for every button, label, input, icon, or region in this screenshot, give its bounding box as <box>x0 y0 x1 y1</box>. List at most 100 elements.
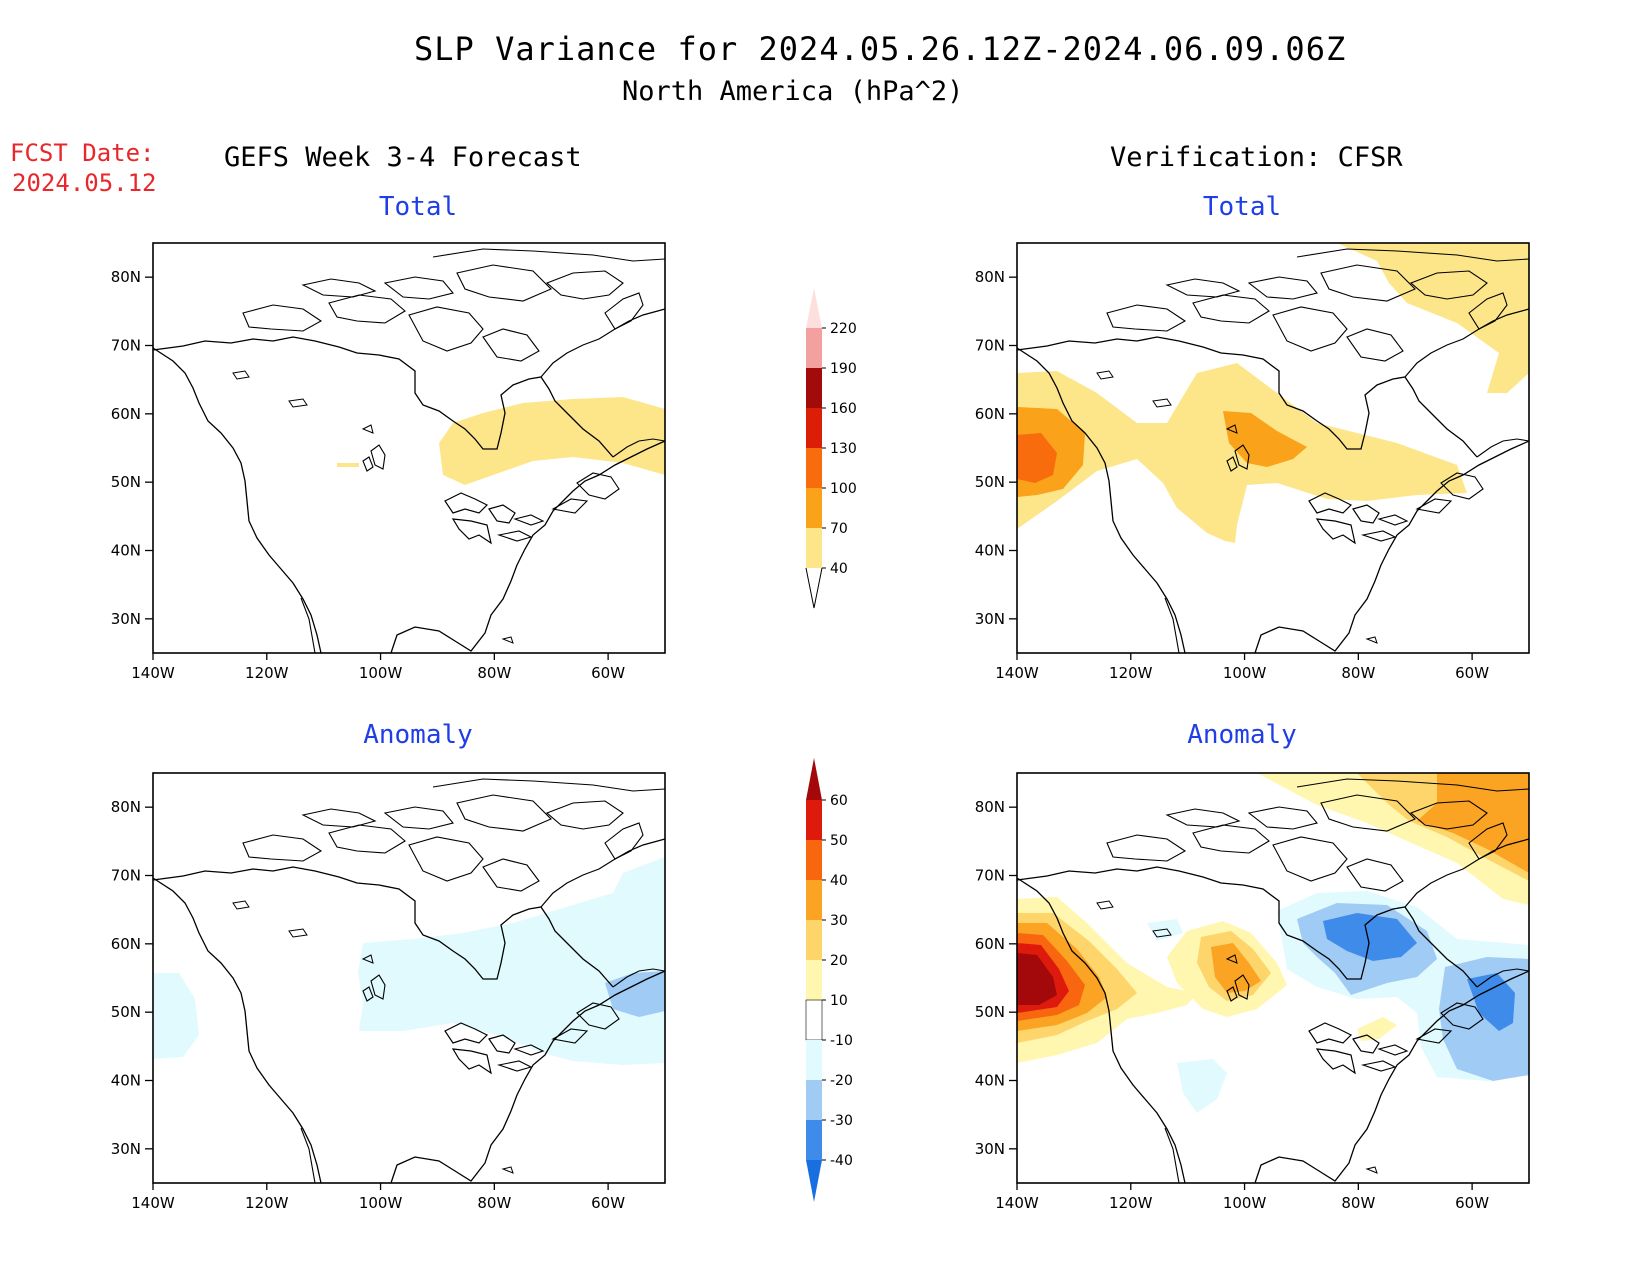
colorbar-total: 40 70 100 130 160 190 220 <box>805 288 857 609</box>
lon-tick-label-bottom-right: 140W <box>995 1194 1039 1212</box>
lon-tick-label-top-right: 120W <box>1109 664 1153 682</box>
colorbar-total-bottom-arrow <box>805 567 823 609</box>
colorbar-anomaly-segment <box>806 920 822 960</box>
colorbar-anomaly-segment <box>805 999 823 1041</box>
lon-tick-label-bottom-right: 60W <box>1455 1194 1489 1212</box>
lat-tick-label-top-right: 40N <box>975 542 1005 560</box>
lat-tick-label-top-left: 40N <box>111 542 141 560</box>
lon-tick-label-top-left: 60W <box>591 664 625 682</box>
lat-tick-label-bottom-left: 50N <box>111 1003 141 1021</box>
colorbar-total-segment <box>806 448 822 488</box>
figure-subtitle: North America (hPa^2) <box>622 76 964 107</box>
colorbar-anomaly-segment <box>806 800 822 840</box>
lon-tick-label-bottom-right: 80W <box>1341 1194 1375 1212</box>
anomaly-field-neg10-west <box>153 973 199 1059</box>
anomaly-field-neg10-spot2 <box>1177 1059 1227 1113</box>
figure-title: SLP Variance for 2024.05.26.12Z-2024.06.… <box>414 30 1347 68</box>
colorbar-total-label: 70 <box>830 521 848 537</box>
lat-tick-label-top-right: 70N <box>975 337 1005 355</box>
lon-tick-label-bottom-left: 80W <box>477 1194 511 1212</box>
colorbar-anomaly-label: 30 <box>830 913 848 929</box>
lat-tick-label-top-left: 60N <box>111 405 141 423</box>
lon-tick-label-bottom-left: 100W <box>359 1194 403 1212</box>
panel-title-bottom-left: Anomaly <box>363 720 473 750</box>
colorbar-anomaly: 60 50 40 30 20 10 -10 -20 -30 -40 <box>805 758 853 1202</box>
colorbar-anomaly-label: 50 <box>830 833 848 849</box>
lon-tick-label-top-right: 80W <box>1341 664 1375 682</box>
colorbar-anomaly-label: 10 <box>830 993 848 1009</box>
lon-tick-label-top-left: 100W <box>359 664 403 682</box>
colorbar-total-label: 160 <box>830 401 857 417</box>
colorbar-anomaly-segment <box>806 880 822 920</box>
lat-tick-label-bottom-left: 30N <box>111 1140 141 1158</box>
panel-title-top-right: Total <box>1202 192 1282 222</box>
lat-tick-label-bottom-left: 70N <box>111 867 141 885</box>
lon-tick-label-top-left: 140W <box>131 664 175 682</box>
lon-tick-label-bottom-left: 120W <box>245 1194 289 1212</box>
colorbar-anomaly-segment <box>806 1080 822 1120</box>
lat-tick-label-bottom-left: 40N <box>111 1072 141 1090</box>
lat-tick-label-top-right: 50N <box>975 473 1005 491</box>
lat-tick-label-top-right: 30N <box>975 610 1005 628</box>
lon-tick-label-bottom-left: 140W <box>131 1194 175 1212</box>
lat-tick-label-top-left: 50N <box>111 473 141 491</box>
colorbar-anomaly-top-arrow <box>806 758 822 800</box>
lon-tick-label-top-right: 100W <box>1223 664 1267 682</box>
variance-field-central-orange <box>1223 411 1307 467</box>
anomaly-field-pos30-central <box>1211 943 1261 993</box>
variance-speck <box>337 463 359 467</box>
colorbar-anomaly-label: -40 <box>830 1153 853 1169</box>
lon-tick-label-top-right: 60W <box>1455 664 1489 682</box>
colorbar-total-label: 100 <box>830 481 857 497</box>
panel-title-bottom-right: Anomaly <box>1187 720 1297 750</box>
colorbar-total-segment <box>806 528 822 568</box>
lat-tick-label-bottom-right: 30N <box>975 1140 1005 1158</box>
lat-tick-label-top-left: 70N <box>111 337 141 355</box>
colorbar-anomaly-segment <box>806 1120 822 1160</box>
colorbar-total-label: 130 <box>830 441 857 457</box>
colorbar-total-segment <box>806 488 822 528</box>
colorbar-anomaly-bottom-arrow <box>806 1160 822 1202</box>
colorbar-anomaly-label: 60 <box>830 793 848 809</box>
lat-tick-label-bottom-right: 70N <box>975 867 1005 885</box>
colorbar-total-label: 220 <box>830 321 857 337</box>
map-panel-bottom-right <box>1016 772 1530 1184</box>
lon-tick-label-bottom-right: 100W <box>1223 1194 1267 1212</box>
variance-field <box>439 397 665 485</box>
colorbar-total-label: 190 <box>830 361 857 377</box>
lat-tick-label-top-left: 30N <box>111 610 141 628</box>
anomaly-field-neg30-east2 <box>1467 973 1515 1031</box>
lat-tick-label-bottom-right: 80N <box>975 798 1005 816</box>
colorbar-anomaly-label: -10 <box>830 1033 853 1049</box>
colorbar-anomaly-label: -30 <box>830 1113 853 1129</box>
lat-tick-label-bottom-right: 60N <box>975 935 1005 953</box>
lat-tick-label-top-left: 80N <box>111 268 141 286</box>
colorbar-anomaly-label: 20 <box>830 953 848 969</box>
colorbar-total-segment <box>806 408 822 448</box>
lat-tick-label-bottom-left: 60N <box>111 935 141 953</box>
variance-field-arctic <box>1337 243 1529 393</box>
anomaly-field-neg30-east <box>1323 913 1417 961</box>
map-panel-bottom-left <box>152 772 666 1184</box>
map-panel-top-right <box>1016 242 1530 654</box>
colorbar-anomaly-segment <box>806 1040 822 1080</box>
lat-tick-label-bottom-right: 50N <box>975 1003 1005 1021</box>
colorbar-total-segment <box>806 368 822 408</box>
map-panel-top-left <box>152 242 666 654</box>
fcst-date-value: 2024.05.12 <box>12 169 157 197</box>
colorbar-anomaly-segment <box>806 840 822 880</box>
colorbar-anomaly-segment <box>806 960 822 1000</box>
lat-tick-label-top-right: 60N <box>975 405 1005 423</box>
lat-tick-label-bottom-right: 40N <box>975 1072 1005 1090</box>
colorbar-total-label: 40 <box>830 561 848 577</box>
anomaly-field-neg10 <box>358 857 665 1065</box>
lon-tick-label-top-right: 140W <box>995 664 1039 682</box>
variance-field-west-red <box>1017 433 1057 483</box>
right-column-title: Verification: CFSR <box>1110 142 1403 173</box>
left-column-title: GEFS Week 3-4 Forecast <box>224 142 582 173</box>
lon-tick-label-bottom-right: 120W <box>1109 1194 1153 1212</box>
colorbar-anomaly-label: -20 <box>830 1073 853 1089</box>
colorbar-anomaly-label: 40 <box>830 873 848 889</box>
lat-tick-label-bottom-left: 80N <box>111 798 141 816</box>
